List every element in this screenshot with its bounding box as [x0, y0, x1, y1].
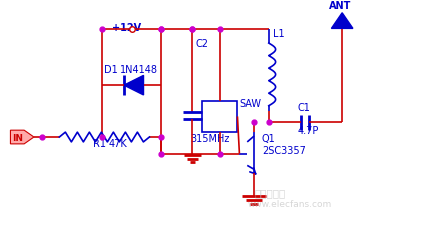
Polygon shape	[11, 130, 34, 144]
Text: 4.7P: 4.7P	[297, 126, 318, 136]
Text: L1: L1	[273, 29, 284, 39]
Text: 1N4148: 1N4148	[120, 65, 158, 75]
Text: C2: C2	[196, 39, 208, 49]
Text: Q1: Q1	[262, 134, 276, 144]
Text: C1: C1	[297, 103, 310, 113]
Text: IN: IN	[12, 134, 23, 143]
Text: D1: D1	[105, 65, 118, 75]
Text: 2SC3357: 2SC3357	[262, 146, 306, 156]
Text: www.elecfans.com: www.elecfans.com	[247, 200, 332, 210]
Text: ANT: ANT	[329, 1, 352, 11]
Bar	[202, 101, 238, 132]
Text: 电子发烧友: 电子发烧友	[254, 188, 285, 198]
Text: R1: R1	[93, 139, 106, 149]
Polygon shape	[124, 75, 144, 95]
Text: 47K: 47K	[108, 139, 127, 149]
Text: +12V: +12V	[112, 23, 142, 33]
Polygon shape	[332, 13, 353, 28]
Text: SAW: SAW	[239, 99, 261, 109]
Text: 315MHz: 315MHz	[190, 134, 230, 144]
